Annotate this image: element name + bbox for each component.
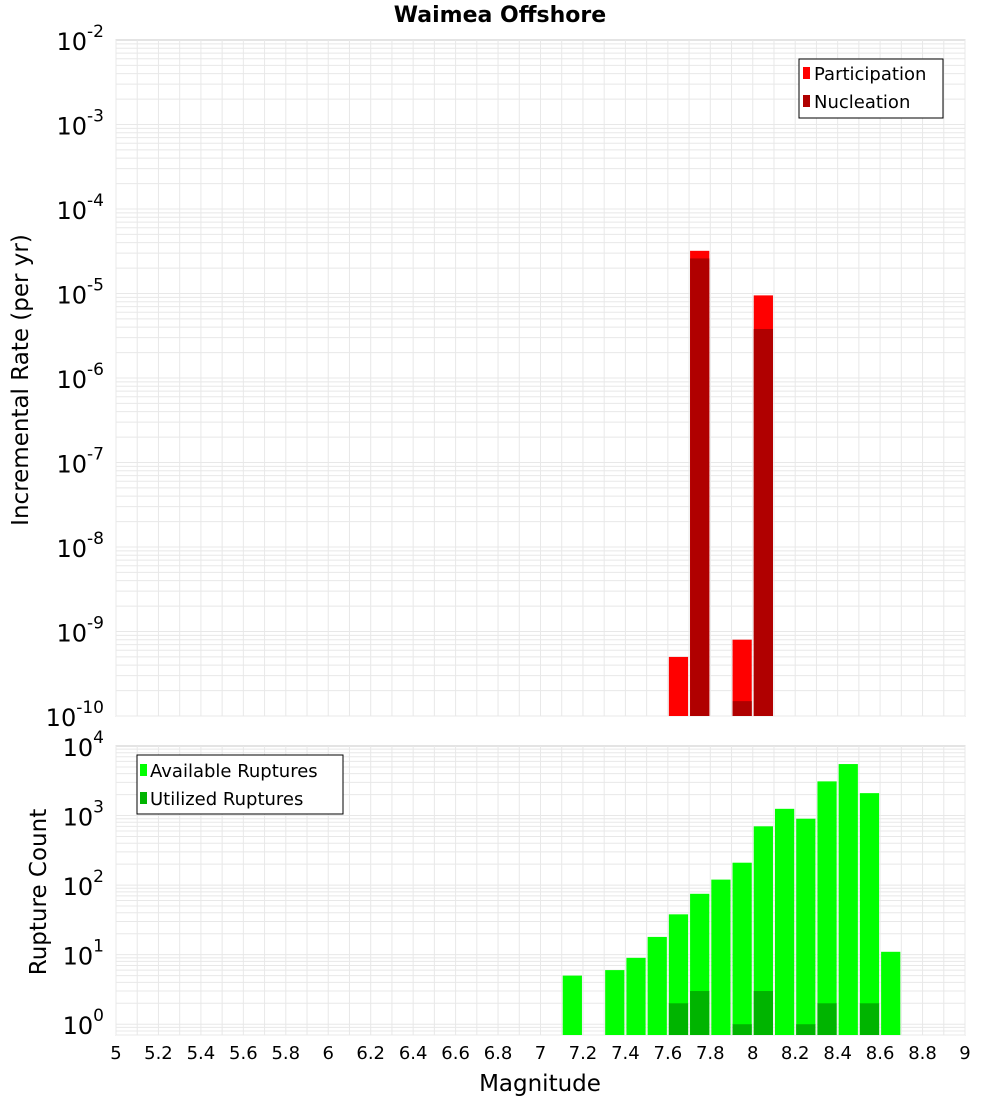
top-y-tick-label: 10-6 [57,360,105,394]
available-ruptures-bar [838,764,858,1035]
x-tick-label: 8.4 [823,1043,852,1064]
bottom-y-tick-label: 101 [63,937,104,971]
top-y-tick-label: 10-10 [46,698,104,732]
available-ruptures-bar [732,862,752,1035]
top-y-ticks: 10-10 10-9 10-8 10-7 10-6 10-5 10-4 10-3 10-2 [46,22,104,732]
participation-bar [668,656,689,716]
legend-label-nucleation: Nucleation [814,92,910,113]
utilized-ruptures-bar [859,1003,880,1035]
available-ruptures-bar [859,793,880,1035]
available-ruptures-bar [817,781,837,1035]
legend-swatch-nucleation [803,95,810,107]
available-ruptures-bar [711,879,731,1035]
nucleation-bar [732,701,752,716]
available-ruptures-bar [647,936,667,1035]
top-grid [115,40,966,717]
nucleation-bar [753,329,773,716]
legend-swatch-available [140,764,147,776]
x-tick-label: 8 [747,1043,758,1064]
x-tick-label: 6.6 [441,1043,470,1064]
nucleation-bar [690,258,710,716]
x-tick-label: 7.2 [569,1043,598,1064]
x-tick-label: 5.8 [271,1043,300,1064]
x-tick-label: 8.6 [866,1043,895,1064]
bottom-legend: Available Ruptures Utilized Ruptures [136,754,344,815]
x-tick-label: 8.2 [781,1043,810,1064]
x-tick-label: 5.6 [229,1043,258,1064]
x-tick-label: 5 [110,1043,121,1064]
top-legend-box [798,58,944,119]
x-tick-label: 5.2 [144,1043,173,1064]
available-ruptures-bar [881,951,901,1035]
top-y-tick-label: 10-3 [57,107,105,141]
legend-label-participation: Participation [814,64,926,85]
utilized-ruptures-bar [690,991,710,1035]
x-tick-label: 7.6 [654,1043,683,1064]
x-ticks: 5 5.2 5.4 5.6 5.8 6 6.2 6.4 6.6 6.8 7 7.2 7.4 7.6 7.8 8… [110,1043,970,1064]
bottom-y-ticks: 100 101 102 103 104 [63,728,104,1040]
x-tick-label: 7 [535,1043,546,1064]
x-tick-label: 5.4 [187,1043,216,1064]
utilized-ruptures-bar [732,1024,752,1035]
top-y-tick-label: 10-5 [57,276,105,310]
x-tick-label: 6.4 [399,1043,428,1064]
x-tick-label: 7.4 [611,1043,640,1064]
participation-bar [732,639,752,716]
utilized-ruptures-bar [817,1003,837,1035]
legend-label-available: Available Ruptures [150,761,318,782]
available-ruptures-bar [753,826,773,1035]
available-ruptures-bar [562,975,582,1035]
legend-label-utilized: Utilized Ruptures [150,789,303,810]
x-tick-label: 9 [959,1043,970,1064]
legend-swatch-participation [803,67,810,79]
top-bars [668,250,773,716]
x-tick-label: 6.2 [356,1043,385,1064]
bottom-y-tick-label: 102 [63,867,104,901]
top-legend: Participation Nucleation [798,58,944,119]
legend-swatch-utilized [140,792,147,804]
available-ruptures-bar [605,970,625,1035]
utilized-ruptures-bar [668,1003,689,1035]
available-ruptures-bar [774,808,795,1035]
top-y-tick-label: 10-8 [57,529,105,563]
bottom-y-tick-label: 103 [63,798,104,832]
x-tick-label: 8.8 [908,1043,937,1064]
bottom-bars [562,764,901,1035]
top-y-axis-label: Incremental Rate (per yr) [8,234,34,526]
top-y-tick-label: 10-4 [57,191,105,225]
utilized-ruptures-bar [753,991,773,1035]
x-axis-label: Magnitude [479,1071,601,1097]
top-y-tick-label: 10-7 [57,445,105,479]
bottom-y-tick-label: 104 [63,728,104,762]
x-tick-label: 6 [323,1043,334,1064]
available-ruptures-bar [626,957,646,1035]
top-y-tick-label: 10-9 [57,614,105,648]
bottom-legend-box [136,754,344,815]
top-y-tick-label: 10-2 [57,22,105,56]
available-ruptures-bar [796,818,816,1035]
utilized-ruptures-bar [796,1024,816,1035]
chart-title: Waimea Offshore [394,3,606,28]
x-tick-label: 7.8 [696,1043,725,1064]
bottom-y-tick-label: 100 [63,1006,104,1040]
x-tick-label: 6.8 [484,1043,513,1064]
bottom-y-axis-label: Rupture Count [26,809,52,975]
